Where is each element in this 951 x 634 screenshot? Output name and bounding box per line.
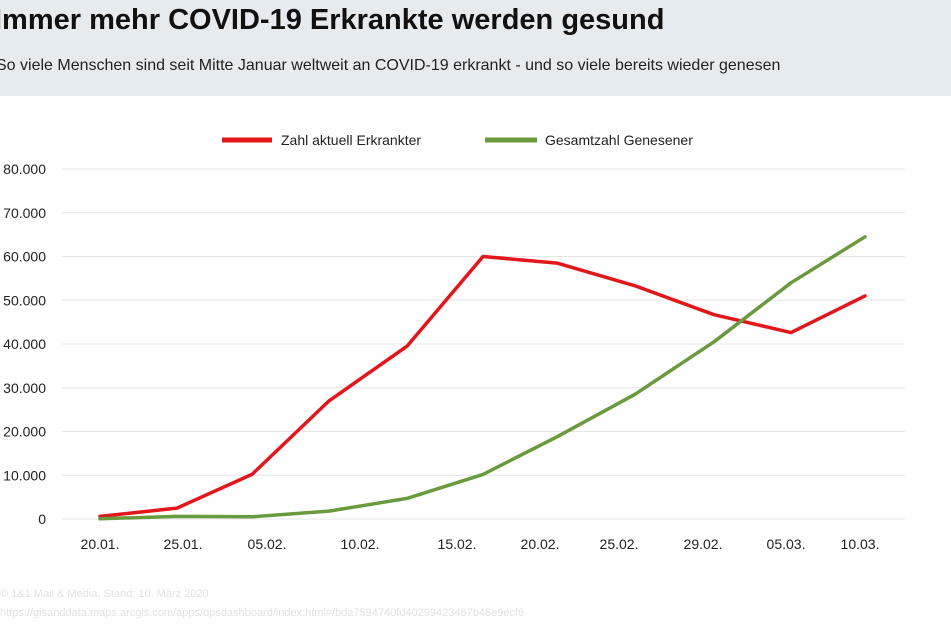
footer-credit: © 1&1 Mail & Media, Stand: 10. März 2020 <box>0 588 209 600</box>
x-tick-label: 20.02. <box>521 536 560 552</box>
x-tick-label: 10.02. <box>341 536 380 552</box>
footer-source: https://gisanddata.maps.arcgis.com/apps/… <box>0 607 525 619</box>
line-chart: Zahl aktuell Erkrankter Gesamtzahl Genese… <box>3 132 905 552</box>
x-tick-label: 20.01. <box>81 536 120 552</box>
chart-subtitle: So viele Menschen sind seit Mitte Januar… <box>0 57 781 74</box>
legend: Zahl aktuell Erkrankter Gesamtzahl Genese… <box>222 132 693 148</box>
chart-title: Immer mehr COVID-19 Erkrankte werden ges… <box>0 4 665 36</box>
y-tick-label: 80.000 <box>3 161 46 177</box>
y-tick-label: 20.000 <box>3 424 46 440</box>
x-tick-label: 05.03. <box>767 536 806 552</box>
x-tick-label: 25.02. <box>600 536 639 552</box>
x-tick-label: 29.02. <box>684 536 723 552</box>
y-axis-ticks: 0 10.000 20.000 30.000 40.000 50.000 60.000 70.… <box>3 161 46 527</box>
x-tick-label: 10.03. <box>841 536 880 552</box>
legend-label: Gesamtzahl Genesener <box>545 132 693 148</box>
y-tick-label: 40.000 <box>3 336 46 352</box>
y-tick-label: 60.000 <box>3 249 46 265</box>
x-tick-label: 05.02. <box>248 536 287 552</box>
series-lines <box>98 235 867 521</box>
x-tick-label: 15.02. <box>438 536 477 552</box>
y-tick-label: 70.000 <box>3 205 46 221</box>
x-axis-ticks: 20.01. 25.01. 05.02. 10.02. 15.02. 20.02. 25.0… <box>81 536 880 552</box>
y-tick-label: 50.000 <box>3 292 46 308</box>
y-tick-label: 30.000 <box>3 380 46 396</box>
series-line-genesene <box>98 235 867 521</box>
gridlines <box>62 168 905 520</box>
chart-header: Immer mehr COVID-19 Erkrankte werden ges… <box>0 0 951 96</box>
series-line-erkrankte <box>98 254 867 519</box>
y-tick-label: 10.000 <box>3 467 46 483</box>
legend-label: Zahl aktuell Erkrankter <box>281 132 421 148</box>
y-tick-label: 0 <box>38 511 46 527</box>
x-tick-label: 25.01. <box>164 536 203 552</box>
